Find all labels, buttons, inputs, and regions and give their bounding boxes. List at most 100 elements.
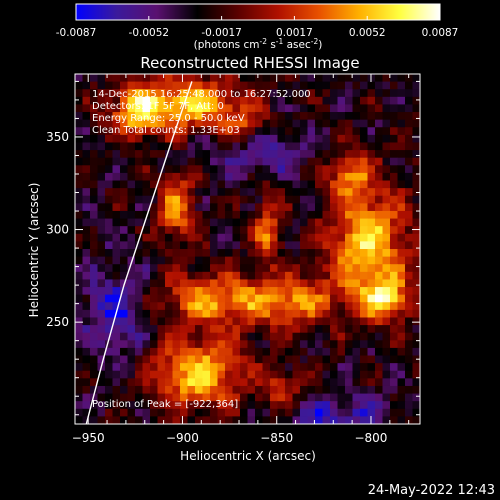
heatmap-cell [397,233,406,242]
heatmap-cell [315,119,323,128]
colorbar-gradient [75,3,441,21]
heatmap-cell [165,325,173,334]
heatmap-cell [225,104,233,113]
heatmap-cell [277,325,286,334]
heatmap-cell [112,363,121,372]
heatmap-cell [142,302,151,311]
heatmap-cell [135,203,143,212]
heatmap-cell [187,408,196,417]
annotations: 14-Dec-2015 16:25:48.000 to 16:27:52.000… [92,89,311,410]
heatmap-cell [397,210,406,219]
heatmap-cell [120,347,128,356]
heatmap-cell [150,96,158,105]
heatmap-cell [292,96,301,105]
heatmap-cell [247,127,256,136]
heatmap-cell [390,157,398,166]
heatmap-cell [187,241,196,250]
heatmap-cell [322,325,331,334]
heatmap-cell [390,89,398,98]
heatmap-cell [195,378,203,387]
heatmap-cell [157,218,166,227]
heatmap-cell [382,165,391,174]
heatmap-cell [270,309,278,318]
heatmap-cell [367,134,376,143]
heatmap-cell [270,180,278,189]
heatmap-cell [82,317,91,326]
heatmap-cell [345,165,353,174]
heatmap-cell [120,203,128,212]
heatmap-cell [315,150,323,159]
heatmap-cell [300,165,308,174]
heatmap-cell [82,264,91,273]
heatmap-cell [240,279,248,288]
heatmap-cell [142,226,151,235]
heatmap-cell [217,294,226,303]
heatmap-cell [105,256,113,265]
heatmap-cell [330,89,338,98]
heatmap-cell [202,241,211,250]
heatmap-cell [300,119,308,128]
heatmap-cell [240,378,248,387]
heatmap-cell [240,142,248,151]
heatmap-cell [195,332,203,341]
heatmap-cell [97,134,106,143]
heatmap-cell [210,256,218,265]
heatmap-cell [172,218,181,227]
heatmap-cell [360,279,368,288]
heatmap-cell [187,287,196,296]
heatmap-cell [322,355,331,364]
heatmap-cell [157,408,166,417]
heatmap-cell [195,127,203,136]
heatmap-cell [352,81,361,90]
heatmap-cell [187,112,196,121]
heatmap-cell [225,370,233,379]
heatmap-cell [322,385,331,394]
heatmap-cell [382,401,391,410]
heatmap-cell [307,393,316,402]
heatmap-cell [75,96,83,105]
heatmap-cell [285,195,293,204]
heatmap-cell [285,294,293,303]
heatmap-cell [270,332,278,341]
heatmap-cell [285,264,293,273]
heatmap-cell [90,81,98,90]
heatmap-cell [292,385,301,394]
heatmap-cell [337,74,346,83]
heatmap-cell [232,287,241,296]
heatmap-cell [240,134,248,143]
heatmap-cell [187,370,196,379]
heatmap-cell [90,264,98,273]
heatmap-cell [360,218,368,227]
heatmap-cell [307,332,316,341]
heatmap-cell [412,347,421,356]
heatmap-cell [307,385,316,394]
heatmap-cell [315,142,323,151]
heatmap-cell [330,195,338,204]
heatmap-cell [210,165,218,174]
heatmap-cell [412,157,421,166]
heatmap-cell [285,119,293,128]
heatmap-cell [375,89,383,98]
heatmap-cell [300,347,308,356]
heatmap-cell [352,203,361,212]
heatmap-cell [120,180,128,189]
heatmap-cell [75,112,83,121]
heatmap-cell [187,119,196,128]
heatmap-cell [397,172,406,181]
heatmap-cell [337,233,346,242]
heatmap-cell [360,393,368,402]
heatmap-cell [135,385,143,394]
heatmap-cell [277,165,286,174]
heatmap-cell [390,408,398,417]
heatmap-cell [390,81,398,90]
heatmap-cell [225,203,233,212]
heatmap-cell [112,408,121,417]
heatmap-cell [405,256,413,265]
heatmap-cell [375,347,383,356]
heatmap-cell [345,249,353,258]
heatmap-cell [210,195,218,204]
heatmap-cell [375,226,383,235]
heatmap-cell [82,355,91,364]
heatmap-cell [270,127,278,136]
heatmap-cell [352,89,361,98]
